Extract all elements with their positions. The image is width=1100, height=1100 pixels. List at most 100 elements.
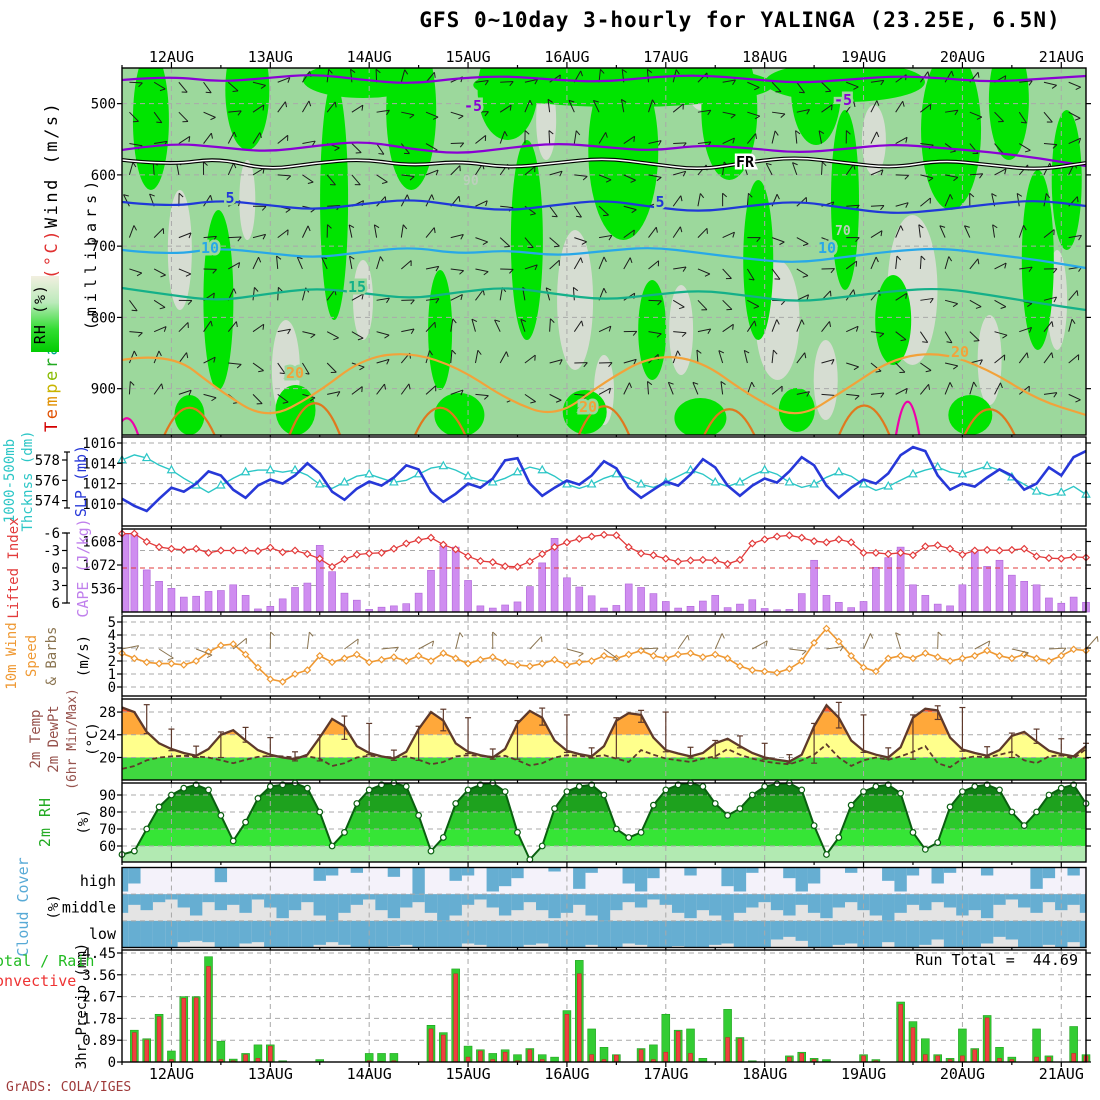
svg-text:Temperature (°C)Wind (m/s): Temperature (°C)Wind (m/s) <box>42 101 62 432</box>
svg-text:12AUG: 12AUG <box>149 48 194 66</box>
svg-text:90: 90 <box>463 174 479 189</box>
svg-text:600: 600 <box>91 168 116 184</box>
svg-text:SLP (mb): SLP (mb) <box>72 445 90 517</box>
svg-text:Speed: Speed <box>24 635 40 677</box>
svg-text:1608: 1608 <box>82 535 116 551</box>
svg-text:2.67: 2.67 <box>82 990 116 1006</box>
svg-text:low: low <box>89 925 117 943</box>
svg-text:5: 5 <box>108 615 116 631</box>
svg-text:578: 578 <box>35 453 60 469</box>
svg-text:574: 574 <box>35 494 60 510</box>
svg-text:12AUG: 12AUG <box>149 1065 194 1083</box>
svg-text:5: 5 <box>225 189 234 207</box>
panel-2m-temp: 20 24 28 2m Temp 2m DewPt (6hr Min/Max) (°C) <box>28 688 1091 790</box>
svg-text:20: 20 <box>579 398 597 416</box>
svg-text:0: 0 <box>108 1055 116 1071</box>
svg-text:19AUG: 19AUG <box>841 48 886 66</box>
svg-text:2m DewPt: 2m DewPt <box>46 705 62 772</box>
svg-text:13AUG: 13AUG <box>248 1065 293 1083</box>
svg-text:16AUG: 16AUG <box>544 1065 589 1083</box>
svg-text:(%): (%) <box>46 894 62 919</box>
svg-text:Lifted Index: Lifted Index <box>6 517 22 618</box>
svg-text:90: 90 <box>99 788 116 804</box>
svg-text:6: 6 <box>52 596 60 612</box>
svg-text:1072: 1072 <box>82 558 116 574</box>
svg-text:70: 70 <box>99 822 116 838</box>
svg-text:-3: -3 <box>43 544 60 560</box>
panel-li-cape: 536 1072 1608 -6 -30 36 Lifted Index CAPE (J/kg… <box>6 517 1091 619</box>
svg-text:1000-500mb: 1000-500mb <box>2 439 18 523</box>
svg-text:17AUG: 17AUG <box>643 48 688 66</box>
svg-text:Convective: Convective <box>0 972 76 990</box>
svg-text:0.89: 0.89 <box>82 1033 116 1049</box>
svg-text:5: 5 <box>655 193 664 211</box>
svg-text:20: 20 <box>286 364 304 382</box>
svg-text:Total / Rain: Total / Rain <box>0 952 94 970</box>
svg-text:4.45: 4.45 <box>82 946 116 962</box>
run-total-annotation: Run Total = 44.69 <box>915 951 1078 969</box>
svg-text:2m Temp: 2m Temp <box>28 709 44 768</box>
svg-text:28: 28 <box>99 705 116 721</box>
svg-text:19AUG: 19AUG <box>841 1065 886 1083</box>
svg-text:80: 80 <box>99 805 116 821</box>
panel-cloud-cover: high middle low Cloud Cover (%) <box>14 857 1087 957</box>
svg-text:3hr Precip (mm): 3hr Precip (mm) <box>74 943 90 1069</box>
svg-text:15AUG: 15AUG <box>445 48 490 66</box>
svg-text:2: 2 <box>108 654 116 670</box>
panel-slp-thickness: 1010 1012 1014 1016 574 576 578 1000-500mb Thckn… <box>2 430 1091 532</box>
svg-text:Cloud Cover: Cloud Cover <box>14 857 32 956</box>
svg-text:17AUG: 17AUG <box>643 1065 688 1083</box>
svg-text:(millibars): (millibars) <box>82 176 100 330</box>
svg-text:18AUG: 18AUG <box>742 48 787 66</box>
svg-text:0: 0 <box>52 561 60 577</box>
svg-text:10m Wind: 10m Wind <box>4 622 20 689</box>
svg-text:60: 60 <box>99 839 116 855</box>
panel-upper-air: 90 70 -5 -5 FR 5 5 10 10 15 20 20 20 500 600 700 800 900 1… <box>91 48 1091 440</box>
svg-text:16AUG: 16AUG <box>544 48 589 66</box>
svg-text:1010: 1010 <box>82 497 116 513</box>
svg-text:14AUG: 14AUG <box>347 1065 392 1083</box>
svg-text:middle: middle <box>62 899 116 917</box>
svg-text:14AUG: 14AUG <box>347 48 392 66</box>
svg-text:-5: -5 <box>464 97 482 115</box>
svg-text:20AUG: 20AUG <box>940 48 985 66</box>
svg-text:700: 700 <box>91 239 116 255</box>
svg-text:(m/s): (m/s) <box>76 635 92 677</box>
svg-text:& Barbs: & Barbs <box>44 626 60 685</box>
svg-text:20AUG: 20AUG <box>940 1065 985 1083</box>
svg-text:3.56: 3.56 <box>82 968 116 984</box>
svg-text:15: 15 <box>348 278 366 296</box>
svg-text:Thcknss (dm): Thcknss (dm) <box>20 430 36 531</box>
svg-text:900: 900 <box>91 382 116 398</box>
svg-text:(%): (%) <box>76 809 92 834</box>
svg-text:10: 10 <box>201 239 219 257</box>
svg-text:15AUG: 15AUG <box>445 1065 490 1083</box>
svg-text:(6hr Min/Max): (6hr Min/Max) <box>65 688 80 790</box>
svg-text:20: 20 <box>951 343 969 361</box>
svg-text:(°C): (°C) <box>85 722 101 756</box>
svg-text:-5: -5 <box>834 91 852 109</box>
svg-text:800: 800 <box>91 310 116 326</box>
svg-text:21AUG: 21AUG <box>1039 48 1084 66</box>
svg-text:1012: 1012 <box>82 477 116 493</box>
svg-text:3: 3 <box>108 641 116 657</box>
panel-precip: 0 0.89 1.78 2.67 3.56 4.45 12AUG 13AUG 14AUG 15AU… <box>0 943 1091 1083</box>
upper-air-axis-legend: Temperature (°C)Wind (m/s)RH (%) (milliba… <box>31 101 100 432</box>
svg-text:FR: FR <box>736 153 755 171</box>
svg-text:CAPE (J/kg): CAPE (J/kg) <box>74 518 92 617</box>
svg-text:18AUG: 18AUG <box>742 1065 787 1083</box>
svg-text:4: 4 <box>108 628 116 644</box>
svg-text:2m RH: 2m RH <box>36 797 54 847</box>
page-title: GFS 0~10day 3-hourly for YALINGA (23.25E… <box>419 8 1061 32</box>
svg-text:3: 3 <box>52 579 60 595</box>
svg-text:576: 576 <box>35 473 60 489</box>
grads-credit: GrADS: COLA/IGES <box>6 1080 132 1095</box>
svg-text:1: 1 <box>108 667 116 683</box>
svg-text:10: 10 <box>818 239 836 257</box>
svg-text:high: high <box>80 872 116 890</box>
svg-text:70: 70 <box>835 224 851 239</box>
